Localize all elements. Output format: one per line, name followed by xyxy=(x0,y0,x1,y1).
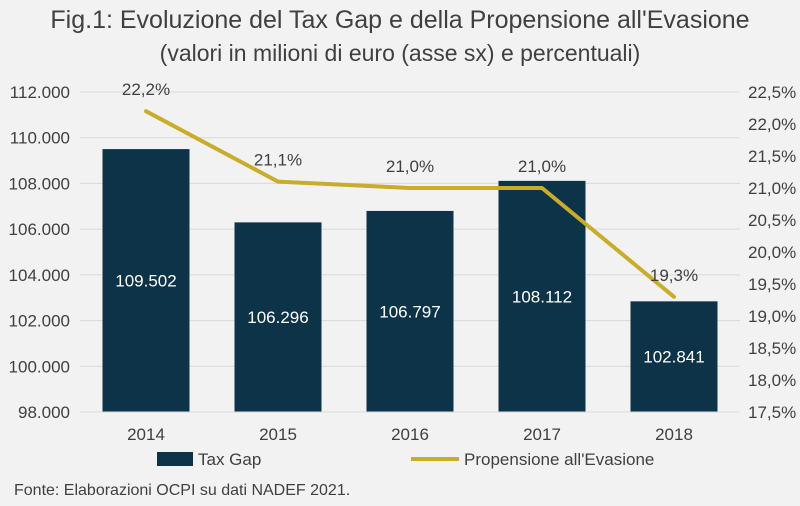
right-axis-tick-label: 18,0% xyxy=(748,371,796,390)
tax-gap-bar-label: 106.797 xyxy=(379,302,440,321)
propensione-data-label: 21,0% xyxy=(386,157,434,176)
x-axis-tick-label: 2014 xyxy=(127,425,165,444)
tax-gap-bar-label: 109.502 xyxy=(115,272,176,291)
right-axis-tick-label: 22,5% xyxy=(748,83,796,102)
tax-gap-bar-label: 108.112 xyxy=(512,287,572,306)
right-axis-tick-label: 21,0% xyxy=(748,179,796,198)
tax-gap-bar xyxy=(102,149,190,412)
right-axis-tick-label: 20,0% xyxy=(748,243,796,262)
legend-swatch-tax-gap xyxy=(157,452,193,466)
right-axis-tick-label: 21,5% xyxy=(748,147,796,166)
x-axis-tick-label: 2018 xyxy=(655,425,693,444)
tax-gap-bar xyxy=(234,222,322,412)
right-axis-tick-label: 18,5% xyxy=(748,339,796,358)
legend-label-tax-gap: Tax Gap xyxy=(198,450,261,469)
left-axis-tick-label: 102.000 xyxy=(9,312,70,331)
tax-gap-bar-label: 106.296 xyxy=(247,308,308,327)
left-axis-tick-label: 112.000 xyxy=(10,83,70,102)
propensione-data-label: 21,0% xyxy=(518,157,566,176)
propensione-data-label: 19,3% xyxy=(650,266,698,285)
left-axis-tick-label: 108.000 xyxy=(9,174,70,193)
tax-gap-bar xyxy=(630,301,718,412)
left-axis-tick-label: 110.000 xyxy=(10,129,70,148)
tax-gap-bar xyxy=(498,180,586,412)
tax-gap-bar xyxy=(366,210,454,412)
chart-title: Fig.1: Evoluzione del Tax Gap e della Pr… xyxy=(50,6,750,34)
right-axis-tick-label: 22,0% xyxy=(748,115,796,134)
x-axis-tick-label: 2015 xyxy=(259,425,297,444)
left-axis-tick-label: 100.000 xyxy=(9,357,70,376)
left-axis-tick-label: 98.000 xyxy=(18,403,70,422)
right-axis-tick-label: 19,5% xyxy=(748,275,796,294)
tax-gap-bar-label: 102.841 xyxy=(643,348,704,367)
propensione-data-label: 21,1% xyxy=(254,151,302,170)
legend-label-propensione: Propensione all'Evasione xyxy=(464,450,654,469)
source-note: Fonte: Elaborazioni OCPI su dati NADEF 2… xyxy=(14,482,351,499)
propensione-data-label: 22,2% xyxy=(122,80,170,99)
x-axis-tick-label: 2016 xyxy=(391,425,429,444)
x-axis-tick-label: 2017 xyxy=(523,425,561,444)
right-axis-tick-label: 19,0% xyxy=(748,307,796,326)
left-axis-tick-label: 106.000 xyxy=(9,220,70,239)
chart-subtitle: (valori in milioni di euro (asse sx) e p… xyxy=(159,40,641,66)
left-axis-tick-label: 104.000 xyxy=(9,266,70,285)
right-axis-tick-label: 20,5% xyxy=(748,211,796,230)
right-axis-tick-label: 17,5% xyxy=(748,403,796,422)
